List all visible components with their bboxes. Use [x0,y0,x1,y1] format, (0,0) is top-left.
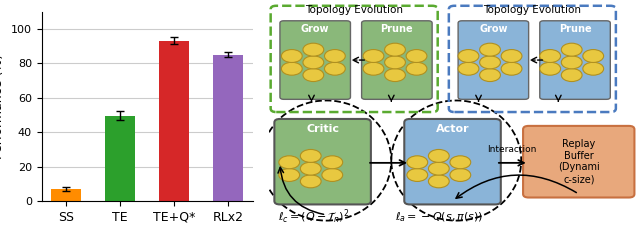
Circle shape [407,156,428,169]
Circle shape [561,43,582,56]
Bar [214,55,243,201]
FancyBboxPatch shape [362,21,432,99]
Circle shape [450,156,471,169]
Text: Actor: Actor [436,124,469,134]
Text: $\ell_a = -Q(s, \pi(s))$: $\ell_a = -Q(s, \pi(s))$ [396,210,484,224]
Circle shape [303,43,324,56]
Circle shape [303,56,324,69]
Circle shape [300,175,321,188]
Circle shape [428,162,449,175]
Text: Critic: Critic [306,124,339,134]
Circle shape [407,169,428,182]
Circle shape [479,56,500,69]
Circle shape [385,43,405,56]
FancyBboxPatch shape [275,119,371,204]
Circle shape [479,69,500,82]
Text: Grow: Grow [301,24,330,34]
Circle shape [428,175,449,188]
Circle shape [282,62,302,75]
FancyBboxPatch shape [523,126,634,198]
Bar [106,116,135,201]
Circle shape [458,62,479,75]
Text: Topology Evolution: Topology Evolution [483,5,581,15]
Text: Prune: Prune [381,24,413,34]
Text: Replay
Buffer
(Dynami
c-size): Replay Buffer (Dynami c-size) [558,139,600,184]
Circle shape [583,62,604,75]
Circle shape [450,169,471,182]
Circle shape [303,69,324,82]
Circle shape [501,50,522,62]
Circle shape [406,62,427,75]
Circle shape [300,149,321,162]
Circle shape [540,50,561,62]
Circle shape [279,169,300,182]
Text: Interaction: Interaction [488,145,537,154]
Text: $\ell_c = (Q - \mathcal{T}_n)^2$: $\ell_c = (Q - \mathcal{T}_n)^2$ [278,208,349,226]
Circle shape [540,62,561,75]
Text: Prune: Prune [559,24,591,34]
Circle shape [428,149,449,162]
Circle shape [583,50,604,62]
Circle shape [501,62,522,75]
FancyBboxPatch shape [404,119,501,204]
Circle shape [479,43,500,56]
Circle shape [324,62,345,75]
Circle shape [279,156,300,169]
Y-axis label: Performance (%): Performance (%) [0,54,5,159]
Text: Topology Evolution: Topology Evolution [305,5,403,15]
Circle shape [300,162,321,175]
Circle shape [385,56,405,69]
Circle shape [458,50,479,62]
Text: Grow: Grow [479,24,508,34]
Circle shape [561,56,582,69]
Circle shape [282,50,302,62]
Bar [159,41,189,201]
Circle shape [561,69,582,82]
Circle shape [385,69,405,82]
Circle shape [322,156,342,169]
Circle shape [324,50,345,62]
Circle shape [363,62,384,75]
Circle shape [322,169,342,182]
FancyBboxPatch shape [540,21,611,99]
Bar [51,189,81,201]
FancyBboxPatch shape [280,21,351,99]
Circle shape [406,50,427,62]
Circle shape [363,50,384,62]
FancyBboxPatch shape [458,21,529,99]
